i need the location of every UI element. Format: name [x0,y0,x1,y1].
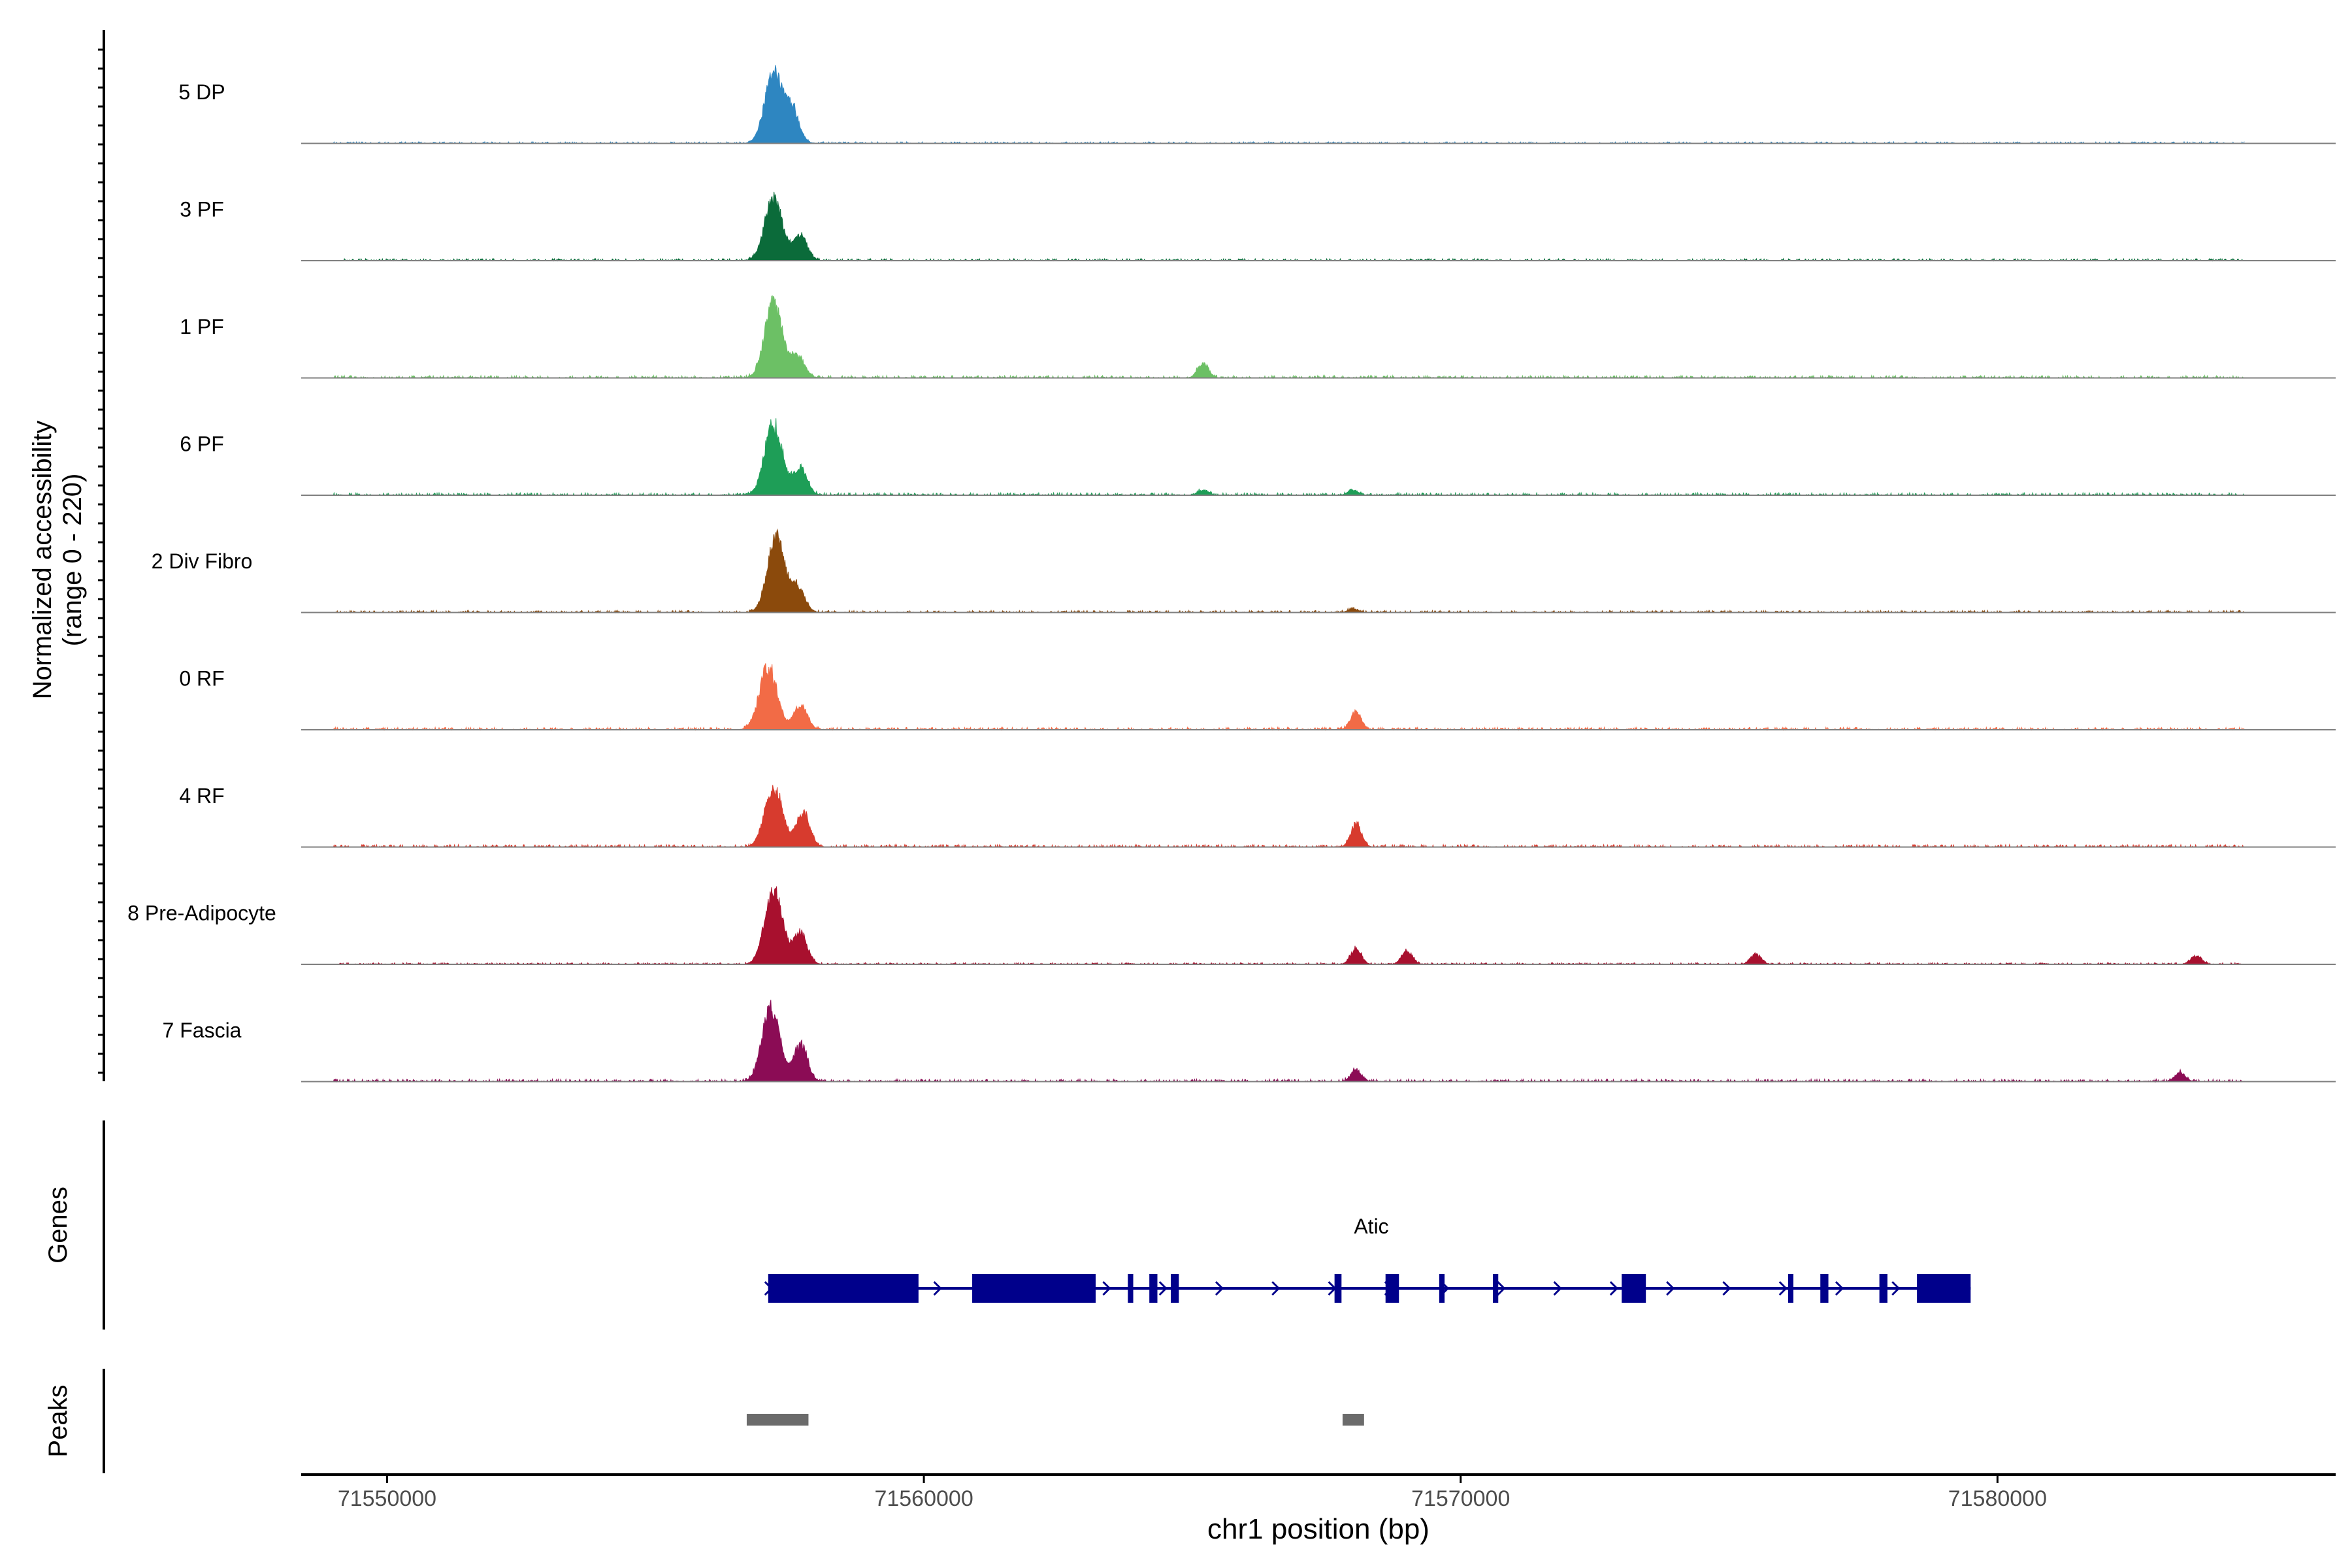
coverage-area [301,418,2245,497]
strand-arrow [1553,1281,1562,1296]
strand-arrow [1609,1281,1619,1296]
peak-region [1342,1414,1364,1426]
gene-exon [1385,1274,1399,1303]
strand-arrow [1778,1281,1788,1296]
coverage-track: 6 PF [180,418,2336,497]
gene-exon [1493,1274,1499,1303]
track-label: 8 Pre-Adipocyte [127,902,276,925]
coverage-track: 5 DP [178,65,2336,144]
strand-arrow [1158,1281,1168,1296]
track-label: 4 RF [179,784,224,808]
strand-arrow [1666,1281,1675,1296]
gene-exon [1820,1274,1829,1303]
gene-exon [768,1274,919,1303]
track-label: 5 DP [178,80,225,104]
peaks-y-label: Peaks [44,1384,73,1457]
track-label: 0 RF [179,667,224,691]
gene-track: Atic [764,1215,1971,1303]
gene-exon [1917,1274,1971,1303]
gene-name-label: Atic [1354,1215,1388,1238]
gene-exon [1334,1274,1342,1303]
coverage-track: 3 PF [180,191,2336,262]
track-label: 2 Div Fibro [152,549,253,573]
x-axis-ticks: 71550000 71560000 71570000 71580000 [338,1475,2047,1511]
genes-y-label: Genes [44,1186,73,1264]
coverage-track: 0 RF [179,663,2336,731]
peak-region [746,1414,809,1426]
coverage-area [301,295,2244,380]
coverage-y-ticks [98,48,104,1074]
gene-exon [1128,1274,1134,1303]
coverage-y-label: Normalized accessibility [28,421,57,700]
strand-arrow [1722,1281,1731,1296]
coverage-area [301,65,2245,144]
track-label: 3 PF [180,198,224,221]
gene-exon [1622,1274,1646,1303]
strand-arrow [933,1281,942,1296]
gene-exon [1439,1274,1445,1303]
coverage-area [301,1000,2245,1083]
x-tick-label: 71570000 [1411,1486,1510,1511]
strand-arrow [1497,1281,1506,1296]
coverage-area [301,785,2244,849]
strand-arrow [1891,1281,1901,1296]
coverage-track: 7 Fascia [163,1000,2336,1083]
strand-arrow [1835,1281,1844,1296]
coverage-area [301,663,2245,731]
coverage-area [301,528,2245,614]
x-tick-label: 71580000 [1948,1486,2047,1511]
x-tick-label: 71560000 [874,1486,973,1511]
gene-exon [972,1274,1096,1303]
strand-arrow [1271,1281,1281,1296]
x-tick-label: 71550000 [338,1486,436,1511]
x-axis-label: chr1 position (bp) [1207,1513,1429,1545]
coverage-track: 1 PF [180,295,2336,380]
gene-exon [1149,1274,1158,1303]
coverage-y-range-label: (range 0 - 220) [58,474,87,647]
coverage-track: 8 Pre-Adipocyte [127,886,2336,966]
track-label: 1 PF [180,315,224,338]
coverage-area [301,886,2244,966]
coverage-area [301,191,2244,262]
gene-exon [1171,1274,1179,1303]
strand-arrow [1215,1281,1224,1296]
coverage-tracks: 5 DP 3 PF 1 PF 6 PF 2 Div Fibro 0 RF 4 RF 8 Pre… [127,65,2336,1083]
coverage-track: 2 Div Fibro [152,528,2336,614]
coverage-track: 4 RF [179,784,2336,849]
peak-track [746,1414,1364,1426]
track-label: 6 PF [180,433,224,456]
strand-arrow [1102,1281,1111,1296]
gene-exon [1879,1274,1887,1303]
gene-exon [1788,1274,1793,1303]
track-label: 7 Fascia [163,1019,242,1042]
